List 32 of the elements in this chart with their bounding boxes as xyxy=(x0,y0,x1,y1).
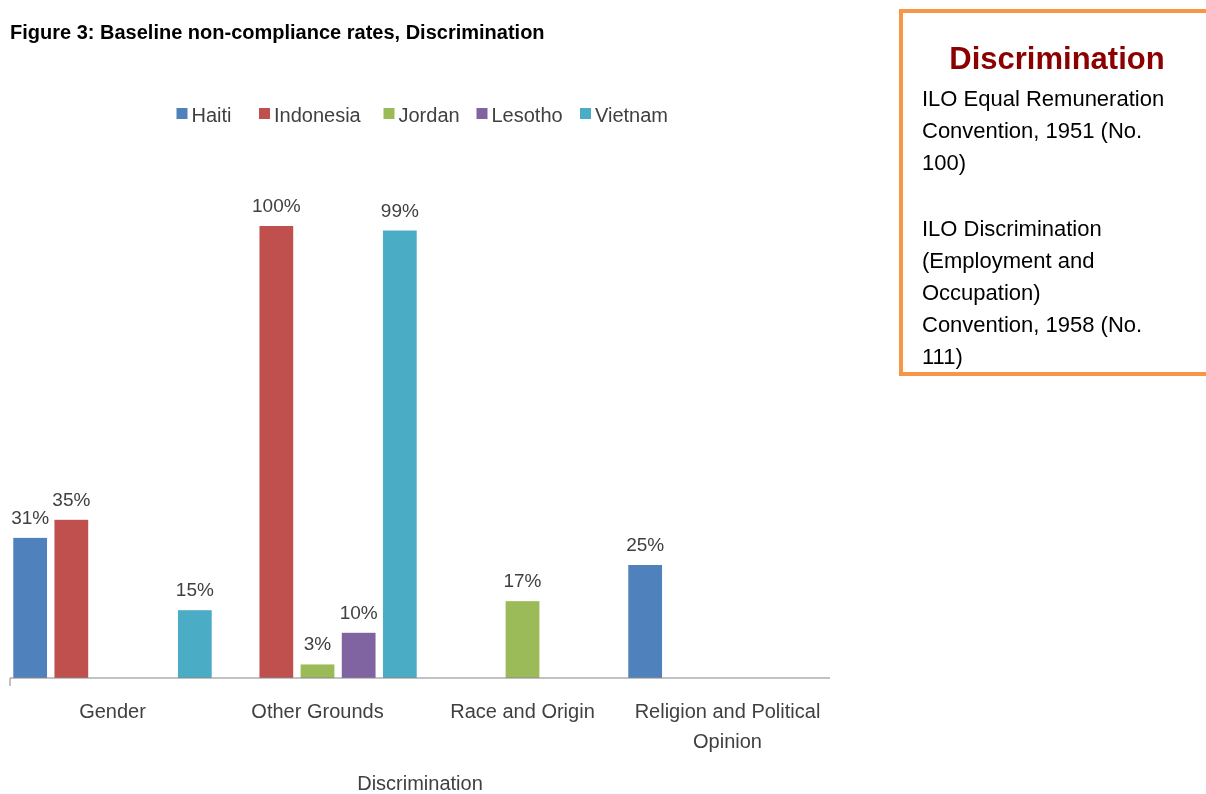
bar xyxy=(54,519,89,678)
bar xyxy=(628,565,663,678)
text: ILO Equal Remuneration Convention, 1951 (No. 100) xyxy=(922,86,1165,175)
text: Discrimination xyxy=(949,41,1165,76)
legend-label: Haiti xyxy=(191,104,232,126)
data-label: 17% xyxy=(503,570,542,592)
x-tick-label: Gender xyxy=(79,700,147,722)
data-label: 3% xyxy=(303,633,332,655)
bar xyxy=(382,230,417,678)
bar xyxy=(13,537,48,678)
data-label: 35% xyxy=(52,488,91,510)
data-label: 100% xyxy=(252,195,301,216)
legend-label: Lesotho xyxy=(491,104,563,126)
legend-label: Vietnam xyxy=(595,104,669,126)
legend-label: Indonesia xyxy=(274,104,362,126)
text: ILO Discrimination (Employment and Occupation) Convention, 1958 (No. 111) xyxy=(922,216,1143,369)
data-label: 25% xyxy=(626,534,665,555)
data-label: 99% xyxy=(380,199,419,221)
data-label: 31% xyxy=(11,506,50,528)
x-tick-label: Other Grounds xyxy=(251,700,384,722)
data-label: 15% xyxy=(175,579,214,601)
x-axis-title: Discrimination xyxy=(357,772,483,794)
chart-title: Figure 3: Baseline non-compliance rates, Discrimination xyxy=(10,21,545,43)
data-label: 10% xyxy=(339,601,378,623)
x-tick-label: Race and Origin xyxy=(450,700,595,722)
x-tick-label: Religion and Political Opinion xyxy=(634,700,821,752)
legend-label: Jordan xyxy=(398,104,460,126)
bar xyxy=(505,601,540,678)
bar xyxy=(300,664,335,678)
bar xyxy=(259,226,294,678)
bar xyxy=(177,610,212,678)
bar xyxy=(341,632,376,678)
